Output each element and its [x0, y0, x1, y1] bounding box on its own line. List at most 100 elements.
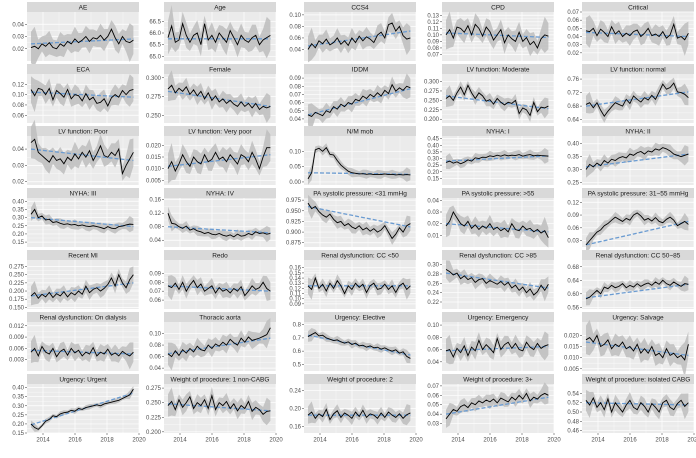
facet-strip	[164, 64, 276, 74]
confidence-band	[31, 119, 134, 181]
facet-panel: Thoracic aorta 0.04 0.06 0.08 0.10	[149, 312, 277, 372]
x-tick-label: 2016	[483, 438, 497, 444]
y-tick-label: 0.40	[12, 199, 24, 205]
facet-panel: Female 0.250 0.275 0.300	[146, 64, 277, 123]
y-tick-label: 0.03	[12, 163, 24, 169]
confidence-band	[446, 148, 549, 170]
y-tick-label: 0.25	[12, 224, 24, 230]
plot-area	[304, 136, 416, 185]
facet-panel: Urgency: Emergency 0.04 0.06 0.08 0.10	[427, 312, 555, 371]
facet-strip	[304, 64, 416, 74]
observed-line	[445, 268, 549, 296]
observed-line	[585, 334, 689, 361]
facet-strip	[304, 374, 416, 384]
trend-line	[445, 95, 549, 110]
facet-panel: PA systolic pressure: >55 0.01 0.02 0.03 0.0…	[427, 188, 555, 248]
facet-panel: Renal dysfunction: On dialysis 0.003 0.006…	[9, 312, 140, 371]
confidence-band	[586, 275, 689, 306]
observed-line	[445, 392, 549, 420]
facet-title: IDDM	[352, 66, 369, 73]
y-tick-label: 0.04	[149, 238, 161, 244]
y-tick-label: 0.20	[427, 170, 439, 176]
x-tick-label: 2018	[377, 438, 391, 444]
facet-panel: CCS4 0.04 0.06 0.08 0.10	[289, 2, 417, 63]
facet-strip	[27, 64, 139, 74]
y-tick-label: 0.04	[289, 117, 301, 123]
y-tick-label: 0.05	[567, 26, 579, 32]
y-tick-label: 0.16	[149, 198, 161, 204]
facet-title: Critical	[628, 4, 648, 11]
y-tick-label: 0.015	[146, 155, 162, 161]
y-tick-label: 0.76	[567, 77, 579, 83]
facet-strip	[304, 312, 416, 322]
y-tick-label: 0.150	[9, 305, 25, 311]
y-tick-label: 0.09	[289, 302, 301, 308]
observed-line	[445, 336, 549, 358]
y-tick-label: 0.12	[289, 286, 301, 292]
y-tick-label: 0.11	[428, 26, 440, 32]
facet-title: N/M mob	[347, 128, 374, 135]
facet-panel: Critical 0.02 0.03 0.04 0.05 0.06 0.07	[567, 2, 695, 61]
y-tick-label: 0.60	[567, 292, 579, 298]
y-tick-label: 0.00	[289, 180, 301, 186]
y-tick-label: 0.07	[567, 10, 579, 16]
y-tick-label: 0.900	[286, 230, 302, 236]
y-tick-label: 0.02	[12, 180, 24, 186]
facet-panel: LV function: Very poor 0.005 0.010 0.015 0.0…	[146, 126, 277, 185]
y-tick-label: 0.925	[286, 219, 302, 225]
facet-title: Weight of procedure: 3+	[463, 376, 533, 383]
facet-panel: Age 65.0 65.5 66.0 66.5	[149, 2, 277, 61]
x-tick-label: 2014	[313, 438, 327, 444]
y-tick-label: 0.7	[293, 336, 302, 342]
facet-title: ECA	[76, 66, 90, 73]
y-tick-label: 0.30	[12, 404, 24, 410]
trend-line	[167, 90, 271, 108]
facet-panel: ECA 0.06 0.08 0.10 0.12	[12, 64, 140, 123]
y-tick-label: 0.275	[424, 89, 440, 95]
y-tick-label: 0.46	[567, 429, 579, 435]
y-tick-label: 0.250	[146, 113, 162, 119]
y-tick-label: 0.35	[12, 395, 24, 401]
trend-line	[585, 220, 689, 246]
y-tick-label: 0.07	[427, 52, 439, 58]
facet-panel: Renal dysfunction: CC >85 0.22 0.24 0.26 0.2…	[427, 250, 555, 309]
observed-line	[307, 408, 411, 421]
y-tick-label: 0.35	[427, 150, 439, 156]
y-tick-label: 0.003	[9, 358, 25, 364]
y-tick-label: 0.020	[564, 333, 580, 339]
y-tick-label: 0.03	[12, 35, 24, 41]
facet-title: Recent MI	[68, 252, 98, 259]
y-tick-label: 0.250	[424, 98, 440, 104]
y-tick-label: 0.07	[289, 92, 301, 98]
confidence-band	[168, 317, 271, 371]
y-tick-label: 0.08	[12, 103, 24, 109]
y-tick-label: 0.12	[567, 200, 579, 206]
observed-line	[307, 22, 411, 50]
facet-title: CCS4	[351, 4, 369, 11]
y-tick-label: 66.5	[149, 19, 161, 25]
y-tick-label: 0.03	[427, 422, 439, 428]
y-tick-label: 0.04	[427, 412, 439, 418]
y-tick-label: 0.30	[427, 157, 439, 163]
y-tick-label: 0.08	[289, 84, 301, 90]
confidence-band	[31, 74, 134, 113]
y-tick-label: 0.15	[12, 240, 24, 246]
facet-strip	[27, 312, 139, 322]
y-tick-label: 0.06	[289, 101, 301, 107]
y-tick-label: 0.72	[567, 91, 579, 97]
y-tick-label: 0.16	[289, 266, 301, 272]
y-tick-label: 0.54	[567, 391, 579, 397]
facet-title: CPD	[491, 4, 505, 11]
y-tick-label: 0.875	[286, 241, 302, 247]
y-tick-label: 0.15	[427, 176, 439, 182]
y-tick-label: 0.225	[9, 281, 25, 287]
y-tick-label: 0.68	[567, 265, 579, 271]
trend-line	[30, 216, 134, 228]
facet-strip	[442, 250, 554, 260]
facet-strip	[164, 2, 276, 12]
y-tick-label: 0.08	[149, 280, 161, 286]
confidence-band	[446, 80, 549, 123]
observed-line	[30, 138, 134, 176]
observed-line	[30, 28, 134, 50]
